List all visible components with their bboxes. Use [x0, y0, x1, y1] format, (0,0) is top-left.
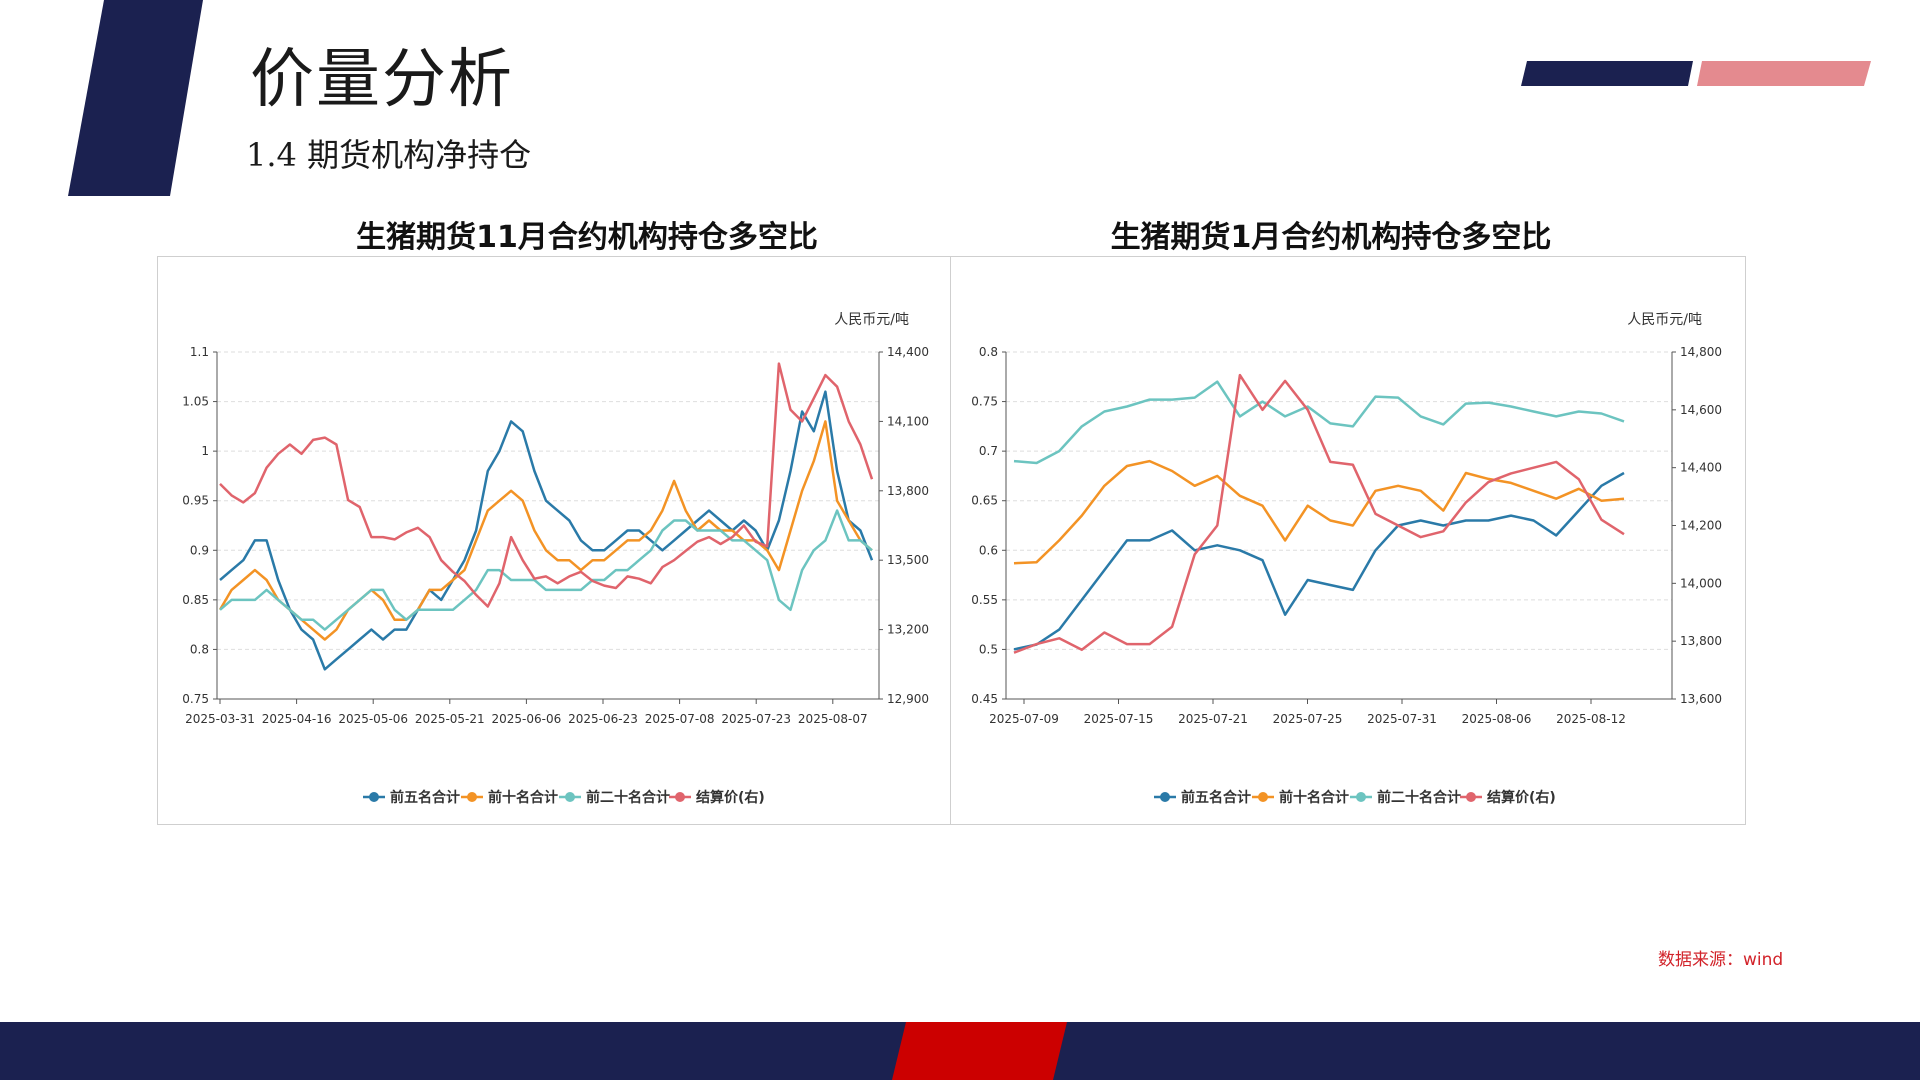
y2-tick-label: 13,200 — [887, 623, 929, 637]
y2-tick-label: 14,200 — [1680, 519, 1722, 533]
chart-divider — [950, 256, 951, 825]
y2-tick-label: 12,900 — [887, 692, 929, 706]
y2-unit-label: 人民币元/吨 — [834, 312, 909, 328]
y2-tick-label: 14,400 — [887, 345, 929, 359]
x-tick-label: 2025-07-31 — [1367, 712, 1437, 726]
chart-left-title: 生猪期货11月合约机构持仓多空比 — [356, 220, 818, 255]
series-line — [1013, 459, 1625, 565]
legend-label: 前十名合计 — [1279, 789, 1349, 806]
legend-label: 结算价(右) — [1487, 789, 1556, 806]
y-tick-label: 0.95 — [182, 494, 209, 508]
legend-swatch-marker — [369, 792, 379, 802]
chart-left: 0.75 0.8 0.85 0.9 0.95 1 1.05 1.1 12,900 13,200 13… — [182, 312, 929, 806]
legend-label: 前二十名合计 — [586, 789, 670, 806]
chart-right-title: 生猪期货1月合约机构持仓多空比 — [1110, 220, 1552, 255]
legend-swatch-marker — [1356, 792, 1366, 802]
y-tick-label: 0.5 — [979, 642, 998, 656]
data-source-note: 数据来源：wind — [1658, 950, 1784, 970]
legend-label: 前五名合计 — [1181, 789, 1251, 806]
chart-frame — [157, 256, 1746, 825]
y-tick-label: 0.8 — [190, 642, 209, 656]
legend-swatch-marker — [1466, 792, 1476, 802]
y-tick-label: 0.9 — [190, 543, 209, 557]
y-tick-label: 0.65 — [971, 494, 998, 508]
y-tick-label: 0.8 — [979, 345, 998, 359]
series-line — [1013, 471, 1625, 651]
legend-swatch-marker — [467, 792, 477, 802]
y-tick-label: 0.75 — [182, 692, 209, 706]
legend-label: 前十名合计 — [488, 789, 558, 806]
y-tick-label: 0.55 — [971, 593, 998, 607]
series-line — [219, 362, 874, 608]
footer-red-parallelogram — [892, 1022, 1067, 1080]
y-tick-label: 1.05 — [182, 395, 209, 409]
y-tick-label: 0.7 — [979, 444, 998, 458]
footer-decoration — [0, 1022, 1920, 1080]
x-tick-label: 2025-06-06 — [492, 712, 562, 726]
x-tick-label: 2025-04-16 — [262, 712, 332, 726]
y-tick-label: 0.85 — [182, 593, 209, 607]
legend-swatch-marker — [1258, 792, 1268, 802]
y-tick-label: 1 — [201, 444, 209, 458]
x-tick-label: 2025-07-15 — [1084, 712, 1154, 726]
page-title: 价量分析 — [250, 43, 514, 117]
x-tick-label: 2025-08-12 — [1556, 712, 1626, 726]
y2-tick-label: 14,000 — [1680, 576, 1722, 590]
legend-swatch-marker — [565, 792, 575, 802]
x-tick-label: 2025-05-21 — [415, 712, 485, 726]
y2-tick-label: 14,600 — [1680, 403, 1722, 417]
series-line — [1013, 380, 1625, 465]
series-line — [218, 420, 873, 641]
legend-label: 结算价(右) — [696, 789, 765, 806]
chart-right: 0.45 0.5 0.55 0.6 0.65 0.7 0.75 0.8 13,600 13,800… — [971, 312, 1722, 806]
x-tick-label: 2025-05-06 — [338, 712, 408, 726]
series-line — [1013, 373, 1625, 654]
y-tick-label: 0.45 — [971, 692, 998, 706]
y2-tick-label: 14,800 — [1680, 345, 1722, 359]
y-tick-label: 1.1 — [190, 345, 209, 359]
left-navy-parallelogram — [68, 0, 203, 196]
x-tick-label: 2025-07-23 — [721, 712, 791, 726]
y2-tick-label: 13,800 — [887, 484, 929, 498]
y2-tick-label: 13,600 — [1680, 692, 1722, 706]
legend-label: 前五名合计 — [390, 789, 460, 806]
header-decoration — [68, 0, 1871, 196]
section-subtitle: 1.4 期货机构净持仓 — [246, 136, 532, 174]
x-tick-label: 2025-07-25 — [1273, 712, 1343, 726]
y2-unit-label: 人民币元/吨 — [1627, 312, 1702, 328]
y-tick-label: 0.6 — [979, 543, 998, 557]
y2-tick-label: 14,100 — [887, 414, 929, 428]
legend-swatch-marker — [675, 792, 685, 802]
x-tick-label: 2025-08-07 — [798, 712, 868, 726]
x-tick-label: 2025-08-06 — [1462, 712, 1532, 726]
x-tick-label: 2025-06-23 — [568, 712, 638, 726]
legend-label: 前二十名合计 — [1377, 789, 1461, 806]
series-line — [219, 509, 873, 631]
x-tick-label: 2025-07-08 — [645, 712, 715, 726]
right-navy-bar — [1521, 61, 1693, 86]
x-tick-label: 2025-07-09 — [989, 712, 1059, 726]
right-pink-bar — [1697, 61, 1871, 86]
x-tick-label: 2025-07-21 — [1178, 712, 1248, 726]
y2-tick-label: 13,800 — [1680, 634, 1722, 648]
y-tick-label: 0.75 — [971, 395, 998, 409]
legend-swatch-marker — [1160, 792, 1170, 802]
y2-tick-label: 14,400 — [1680, 461, 1722, 475]
x-tick-label: 2025-03-31 — [185, 712, 255, 726]
y2-tick-label: 13,500 — [887, 553, 929, 567]
